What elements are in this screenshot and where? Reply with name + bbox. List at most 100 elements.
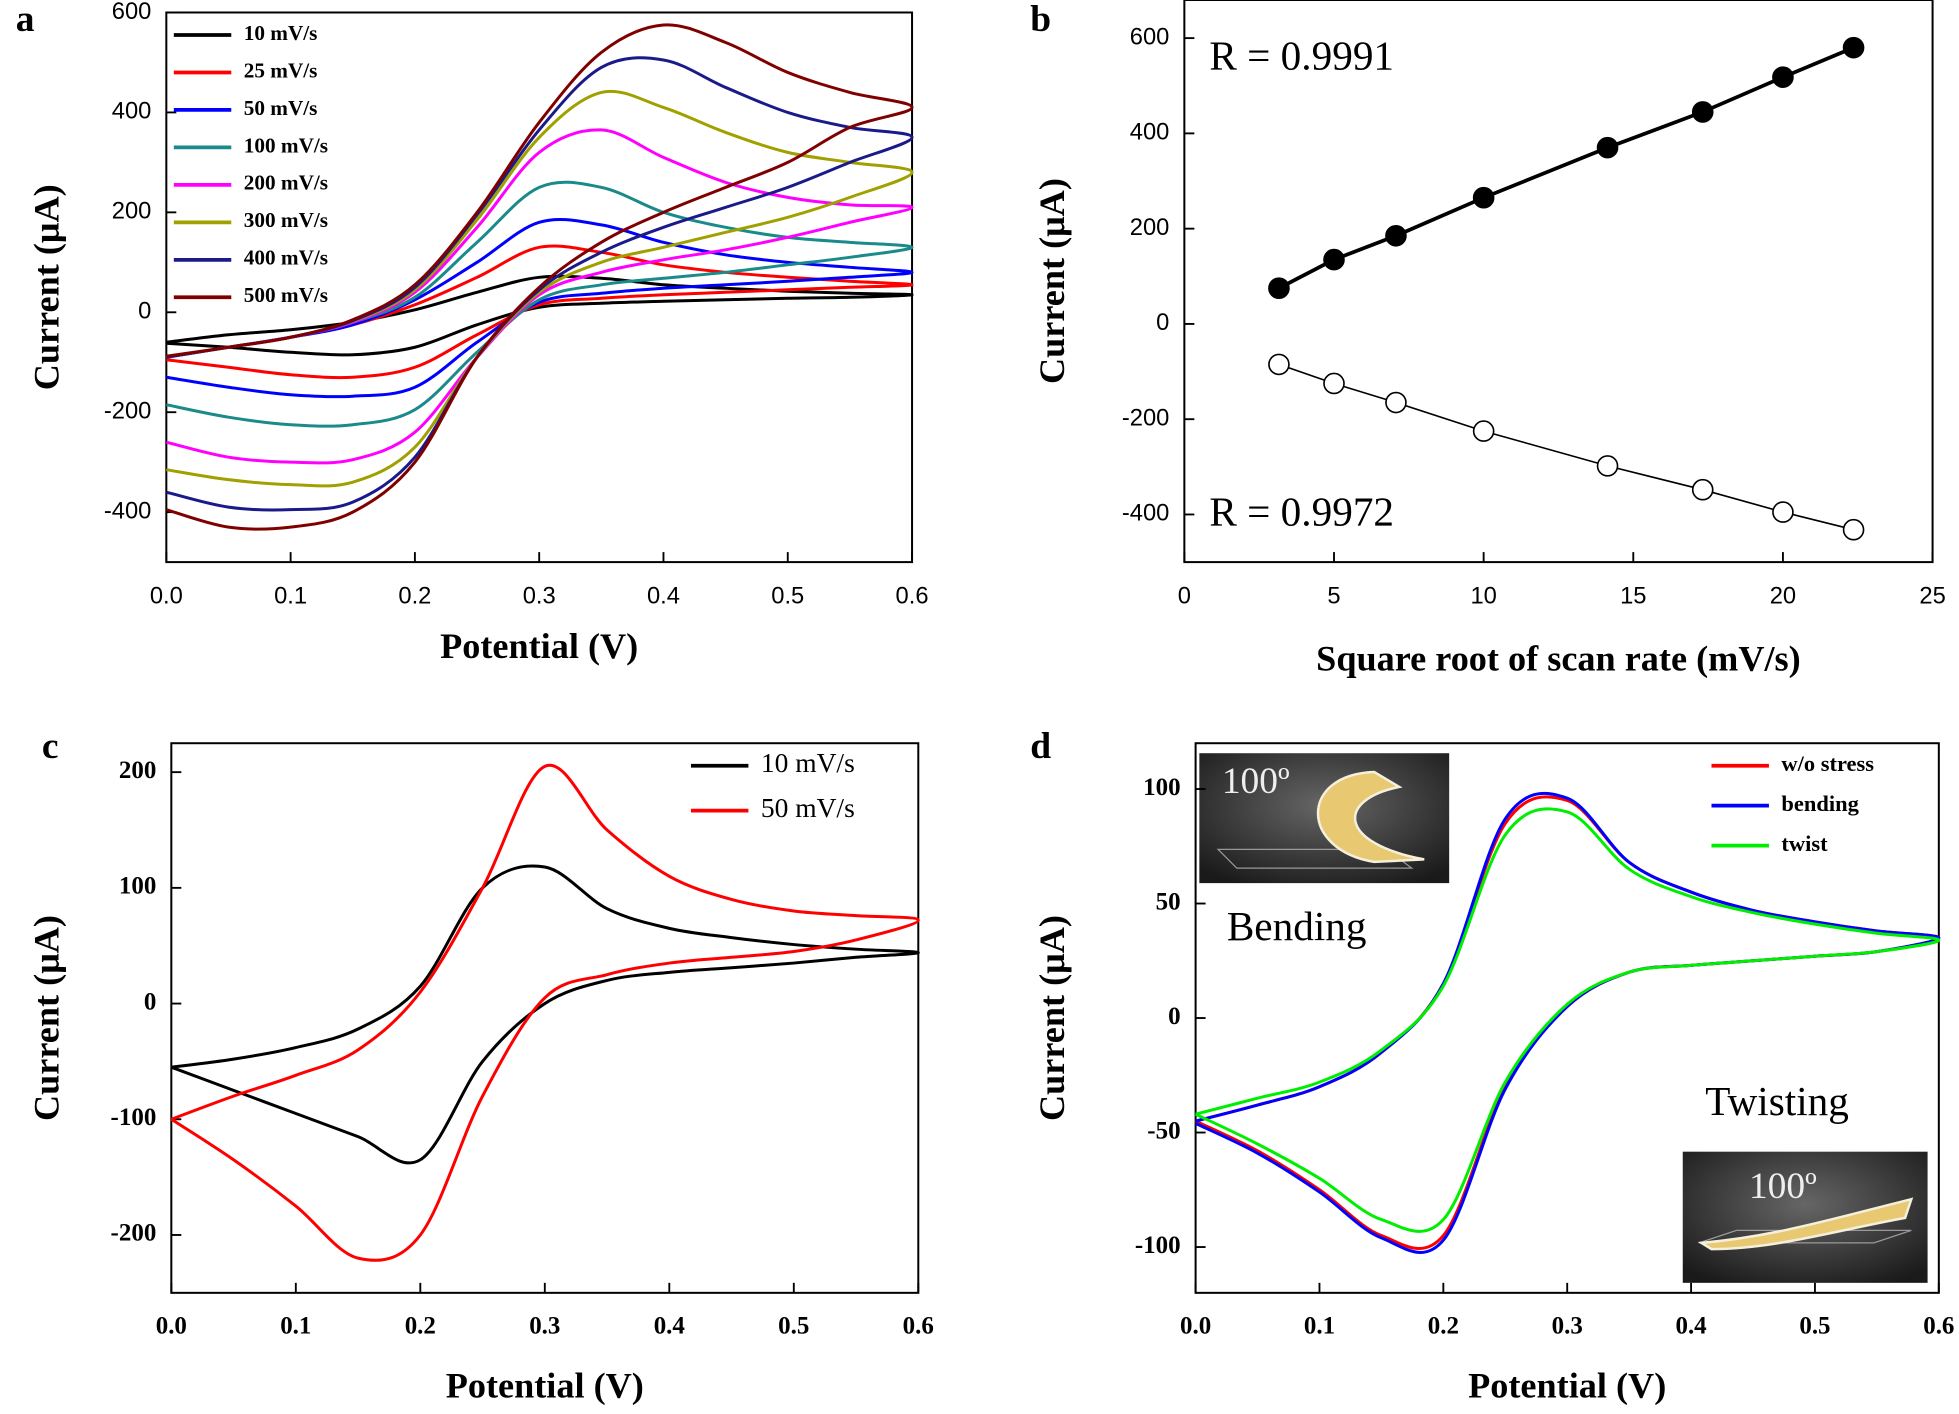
x-tick-label: 0.4: [647, 583, 680, 609]
point: [1772, 501, 1794, 523]
y-tick-label: 200: [1130, 215, 1170, 241]
y-axis-label: Current (μA): [26, 184, 66, 390]
point: [1472, 186, 1495, 209]
cv-curve: [166, 244, 914, 380]
point: [1596, 455, 1619, 477]
legend-label: w/o stress: [1781, 751, 1874, 776]
inset-label: 100º: [1749, 1166, 1817, 1207]
y-tick-label: 0: [1168, 1003, 1180, 1030]
x-tick-label: 5: [1327, 583, 1340, 609]
point: [1385, 391, 1407, 414]
x-tick-label: 0.3: [523, 583, 556, 609]
fit-line: [1278, 45, 1855, 290]
point: [1691, 101, 1714, 123]
y-tick-label: 50: [1156, 888, 1181, 915]
panel-label: c: [42, 726, 59, 767]
y-tick-label: 0: [1156, 310, 1169, 336]
point: [1772, 66, 1794, 88]
legend-label: 50 mV/s: [244, 96, 318, 120]
point: [1596, 136, 1619, 159]
y-tick-label: 200: [119, 757, 156, 784]
x-tick-label: 0.1: [280, 1313, 311, 1340]
legend-label: twist: [1781, 831, 1828, 856]
point: [1842, 518, 1865, 541]
y-axis-label: Current (μA): [26, 915, 66, 1121]
cv-curve: [1194, 807, 1941, 1233]
x-tick-label: 0.4: [1675, 1313, 1707, 1340]
x-tick-label: 0.6: [1923, 1313, 1954, 1340]
cv-curve: [170, 763, 920, 1262]
point: [1268, 277, 1290, 300]
cv-curve: [165, 128, 914, 465]
cv-curve: [165, 23, 914, 531]
y-tick-label: 0: [144, 988, 156, 1015]
legend-label: 50 mV/s: [761, 793, 855, 823]
x-tick-label: 0.0: [1180, 1313, 1211, 1340]
x-tick-label: 0.3: [1552, 1313, 1583, 1340]
x-tick-label: 0.4: [654, 1313, 686, 1340]
cv-curve: [166, 89, 914, 488]
x-tick-label: 0.2: [398, 583, 431, 609]
y-tick-label: 600: [112, 0, 152, 25]
x-tick-label: 10: [1470, 583, 1496, 609]
y-tick-label: -100: [1135, 1232, 1181, 1259]
x-tick-label: 0: [1178, 583, 1191, 609]
x-axis-label: Potential (V): [440, 626, 638, 666]
cv-curve: [166, 274, 914, 357]
point: [1323, 372, 1345, 395]
plot-frame: [170, 742, 920, 1294]
x-tick-label: 0.5: [778, 1313, 809, 1340]
y-axis-label: Current (μA): [1032, 915, 1072, 1121]
x-tick-label: 0.2: [1428, 1313, 1459, 1340]
y-tick-label: 200: [112, 199, 152, 225]
legend-label: 25 mV/s: [244, 58, 318, 82]
legend-label: 500 mV/s: [244, 283, 328, 307]
point: [1472, 420, 1495, 442]
legend-label: 100 mV/s: [244, 133, 328, 157]
x-axis-label: Potential (V): [446, 1365, 644, 1405]
y-tick-label: 100: [1143, 774, 1180, 801]
cv-curve: [165, 56, 914, 512]
inset-bending: 100º: [1199, 753, 1450, 884]
y-tick-label: -400: [104, 498, 151, 524]
x-tick-label: 0.5: [1799, 1313, 1830, 1340]
x-tick-label: 20: [1770, 583, 1796, 609]
plot-frame: [1183, 0, 1934, 564]
legend-label: bending: [1781, 791, 1859, 816]
legend-label: 400 mV/s: [244, 246, 328, 270]
legend-label: 200 mV/s: [244, 171, 328, 195]
y-tick-label: -400: [1122, 501, 1169, 527]
legend-label: 10 mV/s: [761, 748, 855, 778]
x-tick-label: 0.0: [150, 583, 183, 609]
y-tick-label: -200: [111, 1220, 157, 1247]
inset-label: 100º: [1222, 761, 1290, 802]
y-tick-label: -100: [111, 1104, 157, 1131]
point: [1323, 248, 1345, 271]
x-tick-label: 15: [1620, 583, 1646, 609]
y-tick-label: 100: [119, 873, 156, 900]
x-axis-label: Square root of scan rate (mV/s): [1316, 638, 1801, 678]
x-tick-label: 0.6: [896, 583, 929, 609]
point: [1842, 36, 1865, 59]
y-tick-label: 400: [112, 99, 152, 125]
y-tick-label: 0: [138, 299, 151, 325]
x-tick-label: 0.1: [1304, 1313, 1335, 1340]
point: [1385, 224, 1407, 247]
legend-label: 300 mV/s: [244, 208, 328, 232]
annotation: R = 0.9972: [1209, 488, 1394, 534]
y-tick-label: -50: [1147, 1117, 1180, 1144]
point: [1691, 478, 1714, 501]
legend-label: 10 mV/s: [244, 21, 318, 45]
inset-twisting: 100º: [1682, 1151, 1928, 1283]
annotation: Twisting: [1705, 1078, 1849, 1124]
x-tick-label: 0.0: [156, 1313, 187, 1340]
y-tick-label: -200: [104, 398, 151, 424]
x-tick-label: 0.1: [274, 583, 307, 609]
x-tick-label: 0.3: [529, 1313, 560, 1340]
x-tick-label: 0.5: [771, 583, 804, 609]
panel-label: d: [1030, 726, 1051, 767]
cv-curve: [166, 217, 914, 399]
point: [1268, 353, 1290, 376]
y-tick-label: -200: [1122, 405, 1169, 431]
